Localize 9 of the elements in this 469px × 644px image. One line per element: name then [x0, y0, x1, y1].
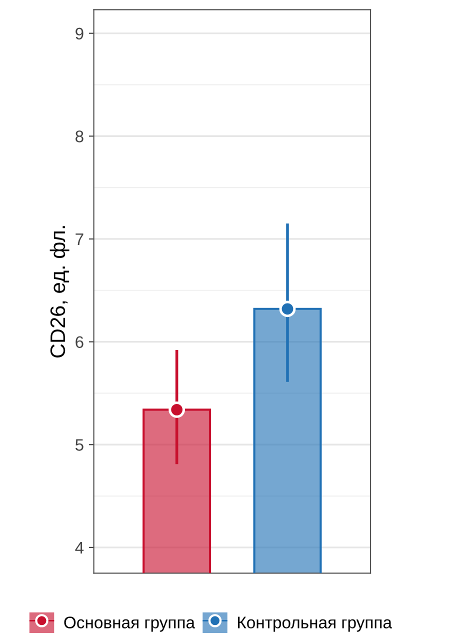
y-axis-title: CD26, ед. фл.	[50, 226, 70, 358]
y-tick-label: 5	[75, 439, 84, 451]
y-tick-label: 7	[76, 234, 84, 246]
y-tick-label: 9	[76, 28, 84, 40]
y-tick-label: 8	[76, 130, 84, 142]
legend-label: Основная группа	[64, 616, 196, 632]
y-tick-label: 6	[76, 336, 84, 348]
legend-label: Контрольная группа	[238, 616, 392, 632]
y-tick-label: 4	[75, 542, 84, 554]
